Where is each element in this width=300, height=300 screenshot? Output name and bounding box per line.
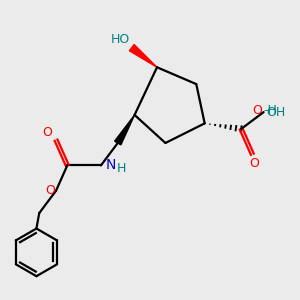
Polygon shape (115, 115, 135, 145)
Text: O: O (42, 126, 52, 139)
Text: N: N (105, 158, 116, 172)
Text: O: O (45, 184, 55, 197)
Text: O: O (249, 157, 259, 170)
Text: -H: -H (264, 104, 278, 117)
Text: OH: OH (266, 106, 286, 118)
Text: HO: HO (111, 33, 130, 46)
Text: O: O (252, 104, 262, 117)
Polygon shape (129, 44, 157, 67)
Text: H: H (116, 162, 126, 175)
